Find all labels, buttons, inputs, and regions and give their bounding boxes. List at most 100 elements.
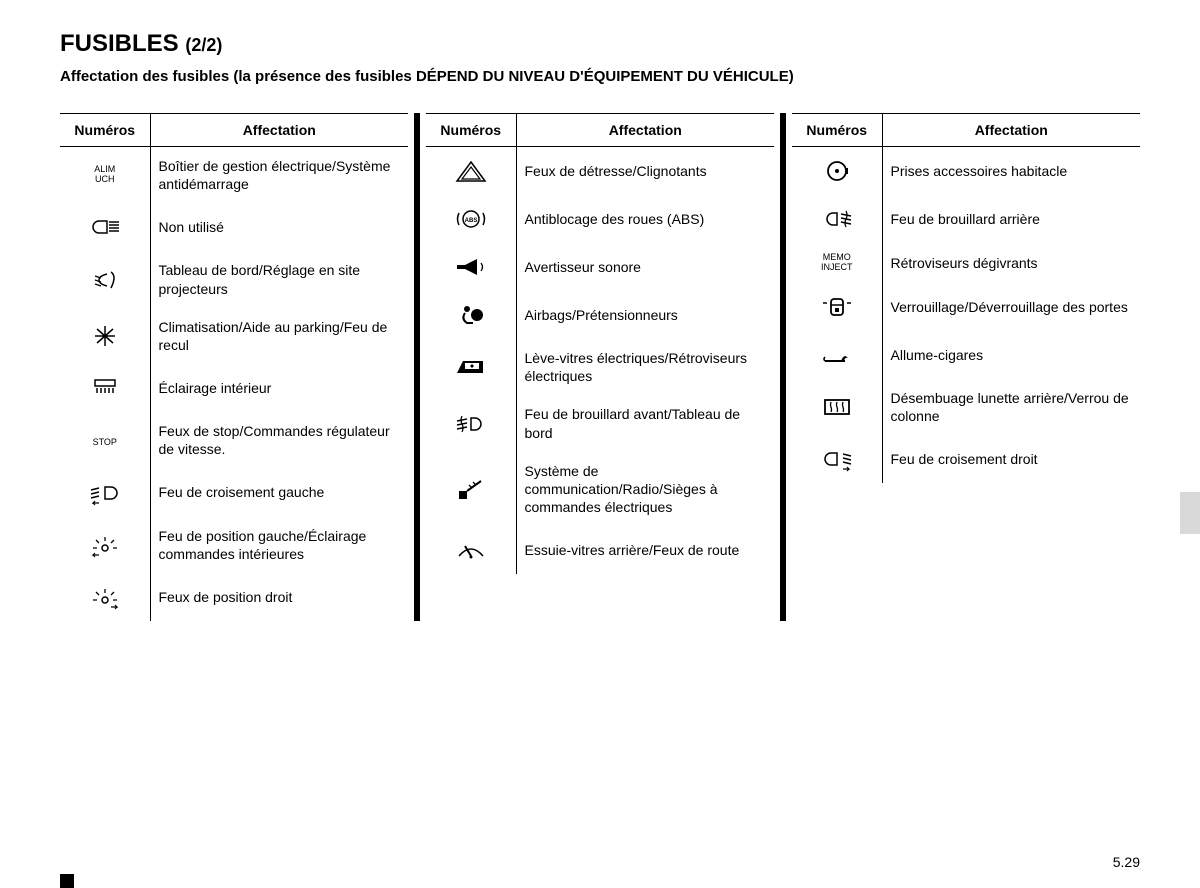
- fuse-row: Feu de position gauche/Éclairage command…: [60, 517, 408, 573]
- fuse-symbol-cell: [60, 469, 150, 517]
- fuse-table-1: NumérosAffectationALIMUCHBoîtier de gest…: [60, 113, 408, 621]
- fuse-row: Climatisation/Aide au parking/Feu de rec…: [60, 308, 408, 364]
- corner-mark: [60, 874, 74, 888]
- fuse-row: Avertisseur sonore: [426, 243, 774, 291]
- fuse-row: MEMOINJECT Rétroviseurs dégivrants: [792, 243, 1140, 283]
- fuse-row: Essuie-vitres arrière/Feux de route: [426, 526, 774, 574]
- door-lock-icon: [817, 298, 857, 314]
- fuse-symbol-cell: [426, 526, 516, 574]
- position-light-right-icon: [85, 588, 125, 604]
- header-numeros: Numéros: [426, 114, 516, 147]
- fog-rear-icon: [817, 210, 857, 226]
- fuse-row: Antiblocage des roues (ABS): [426, 195, 774, 243]
- fuse-symbol-cell: [60, 203, 150, 251]
- airbag-icon: [451, 306, 491, 322]
- fuse-text-icon: STOP: [93, 438, 117, 448]
- fuse-symbol-cell: [60, 364, 150, 412]
- fuse-symbol-cell: ALIMUCH: [60, 147, 150, 204]
- fuse-label-cell: Feu de brouillard arrière: [882, 195, 1140, 243]
- header-affectation: Affectation: [516, 114, 774, 147]
- horn-icon: [451, 258, 491, 274]
- fuse-label-cell: Airbags/Prétensionneurs: [516, 291, 774, 339]
- fuse-text-icon: MEMOINJECT: [821, 253, 853, 273]
- title-suffix: (2/2): [185, 35, 222, 55]
- fuse-symbol-cell: [792, 283, 882, 331]
- title-main: FUSIBLES: [60, 30, 179, 57]
- socket-icon: [817, 162, 857, 178]
- manual-page: FUSIBLES (2/2) Affectation des fusibles …: [0, 0, 1200, 621]
- low-beam-left-icon: [85, 483, 125, 499]
- fuse-symbol-cell: [60, 517, 150, 573]
- fuse-label-cell: Système de communication/Radio/Sièges à …: [516, 452, 774, 527]
- fuse-symbol-cell: [792, 147, 882, 196]
- power-window-icon: [451, 358, 491, 374]
- fuse-row: Prises accessoires habitacle: [792, 147, 1140, 196]
- fuse-row: STOP Feux de stop/Commandes régulateur de…: [60, 412, 408, 468]
- fog-front-icon: [451, 414, 491, 430]
- fuse-symbol-cell: [792, 195, 882, 243]
- header-numeros: Numéros: [792, 114, 882, 147]
- abs-icon: [451, 210, 491, 226]
- fuse-label-cell: Feux de détresse/Clignotants: [516, 147, 774, 196]
- fuse-symbol-cell: [426, 452, 516, 527]
- fuse-row: Allume-cigares: [792, 331, 1140, 379]
- fuse-row: Verrouillage/Déverrouillage des portes: [792, 283, 1140, 331]
- headlamp-level-icon: [85, 270, 125, 286]
- fuse-symbol-cell: [426, 147, 516, 196]
- fuse-label-cell: Antiblocage des roues (ABS): [516, 195, 774, 243]
- hazard-icon: [451, 162, 491, 178]
- fuse-symbol-cell: MEMOINJECT: [792, 243, 882, 283]
- fuse-row: Feux de position droit: [60, 573, 408, 621]
- fuse-row: Feu de croisement droit: [792, 435, 1140, 483]
- fuse-row: Désembuage lunette arrière/Verrou de col…: [792, 379, 1140, 435]
- fuse-symbol-cell: [426, 195, 516, 243]
- page-number: 5.29: [1113, 854, 1140, 870]
- fuse-label-cell: Allume-cigares: [882, 331, 1140, 379]
- fuse-row: Non utilisé: [60, 203, 408, 251]
- fuse-label-cell: Éclairage intérieur: [150, 364, 408, 412]
- fuse-row: Feu de brouillard arrière: [792, 195, 1140, 243]
- fuse-symbol-cell: [792, 435, 882, 483]
- fuse-row: Feu de brouillard avant/Tableau de bord: [426, 395, 774, 451]
- fuse-label-cell: Feu de croisement droit: [882, 435, 1140, 483]
- lighter-icon: [817, 346, 857, 362]
- fuse-row: ALIMUCH Boîtier de gestion électrique/Sys…: [60, 147, 408, 204]
- fuse-label-cell: Non utilisé: [150, 203, 408, 251]
- fuse-row: Feux de détresse/Clignotants: [426, 147, 774, 196]
- fuse-symbol-cell: STOP: [60, 412, 150, 468]
- fuse-symbol-cell: [426, 339, 516, 395]
- fuse-row: Lève-vitres électriques/Rétroviseurs éle…: [426, 339, 774, 395]
- fuse-symbol-cell: [792, 331, 882, 379]
- header-affectation: Affectation: [150, 114, 408, 147]
- fuse-label-cell: Boîtier de gestion électrique/Système an…: [150, 147, 408, 204]
- fuse-label-cell: Désembuage lunette arrière/Verrou de col…: [882, 379, 1140, 435]
- fuse-label-cell: Rétroviseurs dégivrants: [882, 243, 1140, 283]
- high-beam-icon: [85, 218, 125, 234]
- header-affectation: Affectation: [882, 114, 1140, 147]
- fuse-label-cell: Feu de brouillard avant/Tableau de bord: [516, 395, 774, 451]
- fuse-row: Airbags/Prétensionneurs: [426, 291, 774, 339]
- radio-phone-icon: [451, 480, 491, 496]
- fuse-label-cell: Tableau de bord/Réglage en site projecte…: [150, 251, 408, 307]
- fuse-table-2: NumérosAffectationFeux de détresse/Clign…: [426, 113, 774, 621]
- rear-defrost-icon: [817, 398, 857, 414]
- fuse-symbol-cell: [60, 308, 150, 364]
- fuse-text-icon: ALIMUCH: [94, 165, 115, 185]
- fuse-symbol-cell: [426, 243, 516, 291]
- page-subtitle: Affectation des fusibles (la présence de…: [60, 68, 1140, 85]
- page-title: FUSIBLES (2/2): [60, 30, 1140, 58]
- fuse-label-cell: Essuie-vitres arrière/Feux de route: [516, 526, 774, 574]
- interior-light-icon: [85, 379, 125, 395]
- fuse-symbol-cell: [426, 291, 516, 339]
- fuse-label-cell: Lève-vitres électriques/Rétroviseurs éle…: [516, 339, 774, 395]
- fuse-symbol-cell: [426, 395, 516, 451]
- fuse-tables: NumérosAffectationALIMUCHBoîtier de gest…: [60, 113, 1140, 621]
- fuse-symbol-cell: [60, 251, 150, 307]
- fuse-label-cell: Feu de position gauche/Éclairage command…: [150, 517, 408, 573]
- fuse-label-cell: Feux de stop/Commandes régulateur de vit…: [150, 412, 408, 468]
- fuse-label-cell: Feu de croisement gauche: [150, 469, 408, 517]
- fuse-row: Feu de croisement gauche: [60, 469, 408, 517]
- fuse-label-cell: Prises accessoires habitacle: [882, 147, 1140, 196]
- fuse-label-cell: Climatisation/Aide au parking/Feu de rec…: [150, 308, 408, 364]
- fuse-row: Éclairage intérieur: [60, 364, 408, 412]
